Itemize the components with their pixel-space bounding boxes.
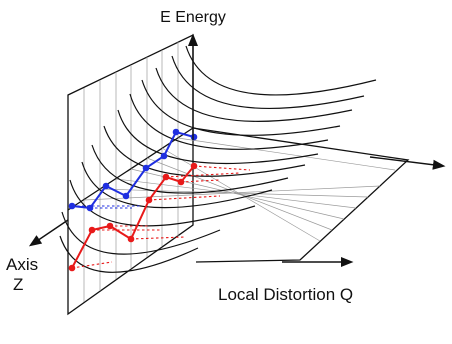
- axis-z-label-line1: Axis: [6, 255, 38, 274]
- red-node: [127, 235, 135, 243]
- blue-node: [172, 128, 180, 136]
- red-node: [106, 222, 114, 230]
- blue-node: [142, 164, 150, 172]
- red-projection-lines: [71, 165, 251, 269]
- vertical-plane: [67, 33, 194, 316]
- blue-node: [190, 133, 198, 141]
- axis-z-arrow: [28, 219, 69, 247]
- axes: [28, 33, 446, 268]
- red-node: [145, 196, 153, 204]
- blue-node: [160, 152, 168, 160]
- red-node: [162, 173, 170, 181]
- potential-curves: [59, 45, 377, 273]
- distortion-axis-label: Local Distortion Q: [218, 285, 353, 304]
- red-chain: [68, 162, 198, 272]
- red-node: [88, 226, 96, 234]
- red-node: [190, 162, 198, 170]
- blue-node: [86, 204, 94, 212]
- blue-node: [102, 182, 110, 190]
- blue-chain: [68, 128, 198, 212]
- energy-axis-label: E Energy: [160, 9, 226, 26]
- vertical-plane-grid: [83, 42, 179, 302]
- blue-node: [122, 192, 130, 200]
- distortion-axis-arrow: [369, 156, 446, 170]
- axis-z-label-line2: Z: [13, 275, 23, 294]
- red-node: [177, 178, 185, 186]
- red-node: [68, 264, 76, 272]
- blue-projection-lines: [72, 205, 140, 209]
- blue-node: [68, 202, 76, 210]
- red-chain-nodes: [68, 162, 198, 272]
